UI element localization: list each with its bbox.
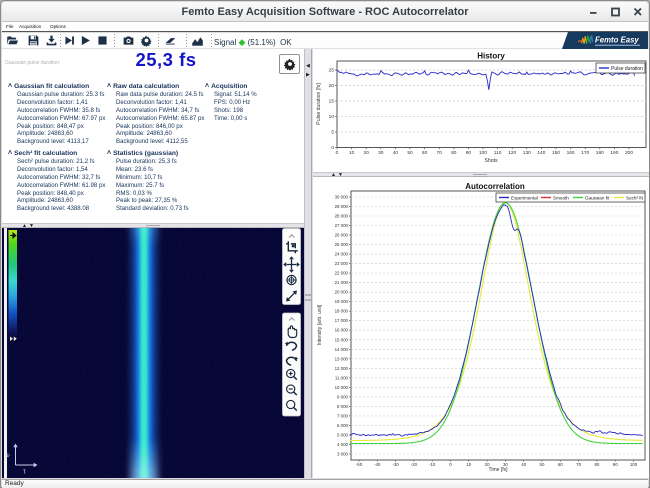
svg-text:10 000: 10 000: [335, 385, 349, 390]
svg-text:80: 80: [594, 462, 599, 467]
svg-text:12 000: 12 000: [335, 366, 349, 371]
svg-text:-40: -40: [374, 462, 381, 467]
svg-text:160: 160: [567, 150, 575, 156]
svg-text:Experimental: Experimental: [511, 195, 538, 200]
svg-text:τ: τ: [23, 469, 26, 476]
svg-text:100: 100: [630, 462, 638, 467]
svg-text:Intensity [arb. unit]: Intensity [arb. unit]: [317, 304, 323, 345]
svg-text:Sech² fit: Sech² fit: [626, 195, 644, 200]
svg-text:Femto Easy: Femto Easy: [595, 35, 639, 44]
svg-text:10: 10: [349, 150, 355, 156]
svg-text:3 000: 3 000: [337, 452, 349, 457]
svg-text:29 000: 29 000: [335, 204, 349, 209]
svg-text:Smooth: Smooth: [553, 195, 569, 200]
svg-text:0: 0: [449, 462, 452, 467]
svg-text:20 000: 20 000: [335, 290, 349, 295]
svg-text:25 000: 25 000: [335, 242, 349, 247]
svg-text:60: 60: [422, 150, 428, 156]
svg-text:10: 10: [466, 462, 471, 467]
svg-text:20: 20: [329, 83, 335, 89]
svg-text:-30: -30: [392, 462, 399, 467]
svg-text:-20: -20: [411, 462, 418, 467]
svg-text:21 000: 21 000: [335, 280, 349, 285]
svg-text:40: 40: [393, 150, 399, 156]
svg-text:30: 30: [503, 462, 508, 467]
svg-text:Shots: Shots: [484, 158, 498, 164]
svg-text:23 000: 23 000: [335, 261, 349, 266]
svg-text:100: 100: [479, 150, 487, 156]
svg-text:Time [fs]: Time [fs]: [489, 467, 509, 473]
svg-text:8 000: 8 000: [337, 404, 349, 409]
svg-text:80: 80: [451, 150, 457, 156]
svg-text:19 000: 19 000: [335, 299, 349, 304]
svg-text:120: 120: [508, 150, 516, 156]
svg-text:20: 20: [364, 150, 370, 156]
svg-text:200: 200: [625, 150, 633, 156]
svg-text:-50: -50: [356, 462, 363, 467]
svg-text:150: 150: [552, 150, 560, 156]
svg-text:50: 50: [540, 462, 545, 467]
svg-text:6 000: 6 000: [337, 423, 349, 428]
svg-text:70: 70: [437, 150, 443, 156]
svg-text:90: 90: [466, 150, 472, 156]
svg-text:180: 180: [596, 150, 604, 156]
svg-text:Pulse duration: Pulse duration: [611, 66, 643, 72]
svg-text:140: 140: [537, 150, 545, 156]
svg-text:22 000: 22 000: [335, 271, 349, 276]
svg-text:Gaussian fit: Gaussian fit: [585, 195, 610, 200]
svg-text:27 000: 27 000: [335, 223, 349, 228]
svg-text:11 000: 11 000: [335, 375, 349, 380]
svg-text:50: 50: [407, 150, 413, 156]
svg-text:90: 90: [613, 462, 618, 467]
svg-text:Autocorrelation: Autocorrelation: [465, 182, 525, 191]
svg-text:16 000: 16 000: [335, 328, 349, 333]
svg-text:9 000: 9 000: [337, 394, 349, 399]
svg-text:15 000: 15 000: [335, 337, 349, 342]
svg-text:14 000: 14 000: [335, 347, 349, 352]
svg-text:15: 15: [329, 99, 335, 105]
svg-text:110: 110: [494, 150, 502, 156]
svg-text:4 000: 4 000: [337, 442, 349, 447]
svg-text:e: e: [5, 453, 12, 457]
svg-text:30 000: 30 000: [335, 195, 349, 200]
svg-text:17 000: 17 000: [335, 318, 349, 323]
svg-text:60: 60: [558, 462, 563, 467]
svg-text:18 000: 18 000: [335, 309, 349, 314]
svg-text:13 000: 13 000: [335, 356, 349, 361]
svg-text:24 000: 24 000: [335, 252, 349, 257]
svg-text:0: 0: [336, 150, 339, 156]
svg-text:28 000: 28 000: [335, 214, 349, 219]
svg-text:190: 190: [610, 150, 618, 156]
svg-text:170: 170: [581, 150, 589, 156]
svg-text:-10: -10: [429, 462, 436, 467]
svg-text:Pulse duration [fs]: Pulse duration [fs]: [316, 83, 322, 125]
svg-text:40: 40: [521, 462, 526, 467]
svg-text:7 000: 7 000: [337, 413, 349, 418]
svg-text:26 000: 26 000: [335, 233, 349, 238]
svg-text:20: 20: [485, 462, 490, 467]
svg-text:70: 70: [576, 462, 581, 467]
svg-text:30: 30: [378, 150, 384, 156]
svg-text:5: 5: [331, 130, 334, 136]
svg-text:130: 130: [523, 150, 531, 156]
svg-text:5 000: 5 000: [337, 433, 349, 438]
svg-text:0: 0: [331, 145, 334, 151]
svg-text:25: 25: [329, 68, 335, 74]
svg-text:History: History: [477, 52, 505, 61]
svg-text:10: 10: [329, 114, 335, 120]
